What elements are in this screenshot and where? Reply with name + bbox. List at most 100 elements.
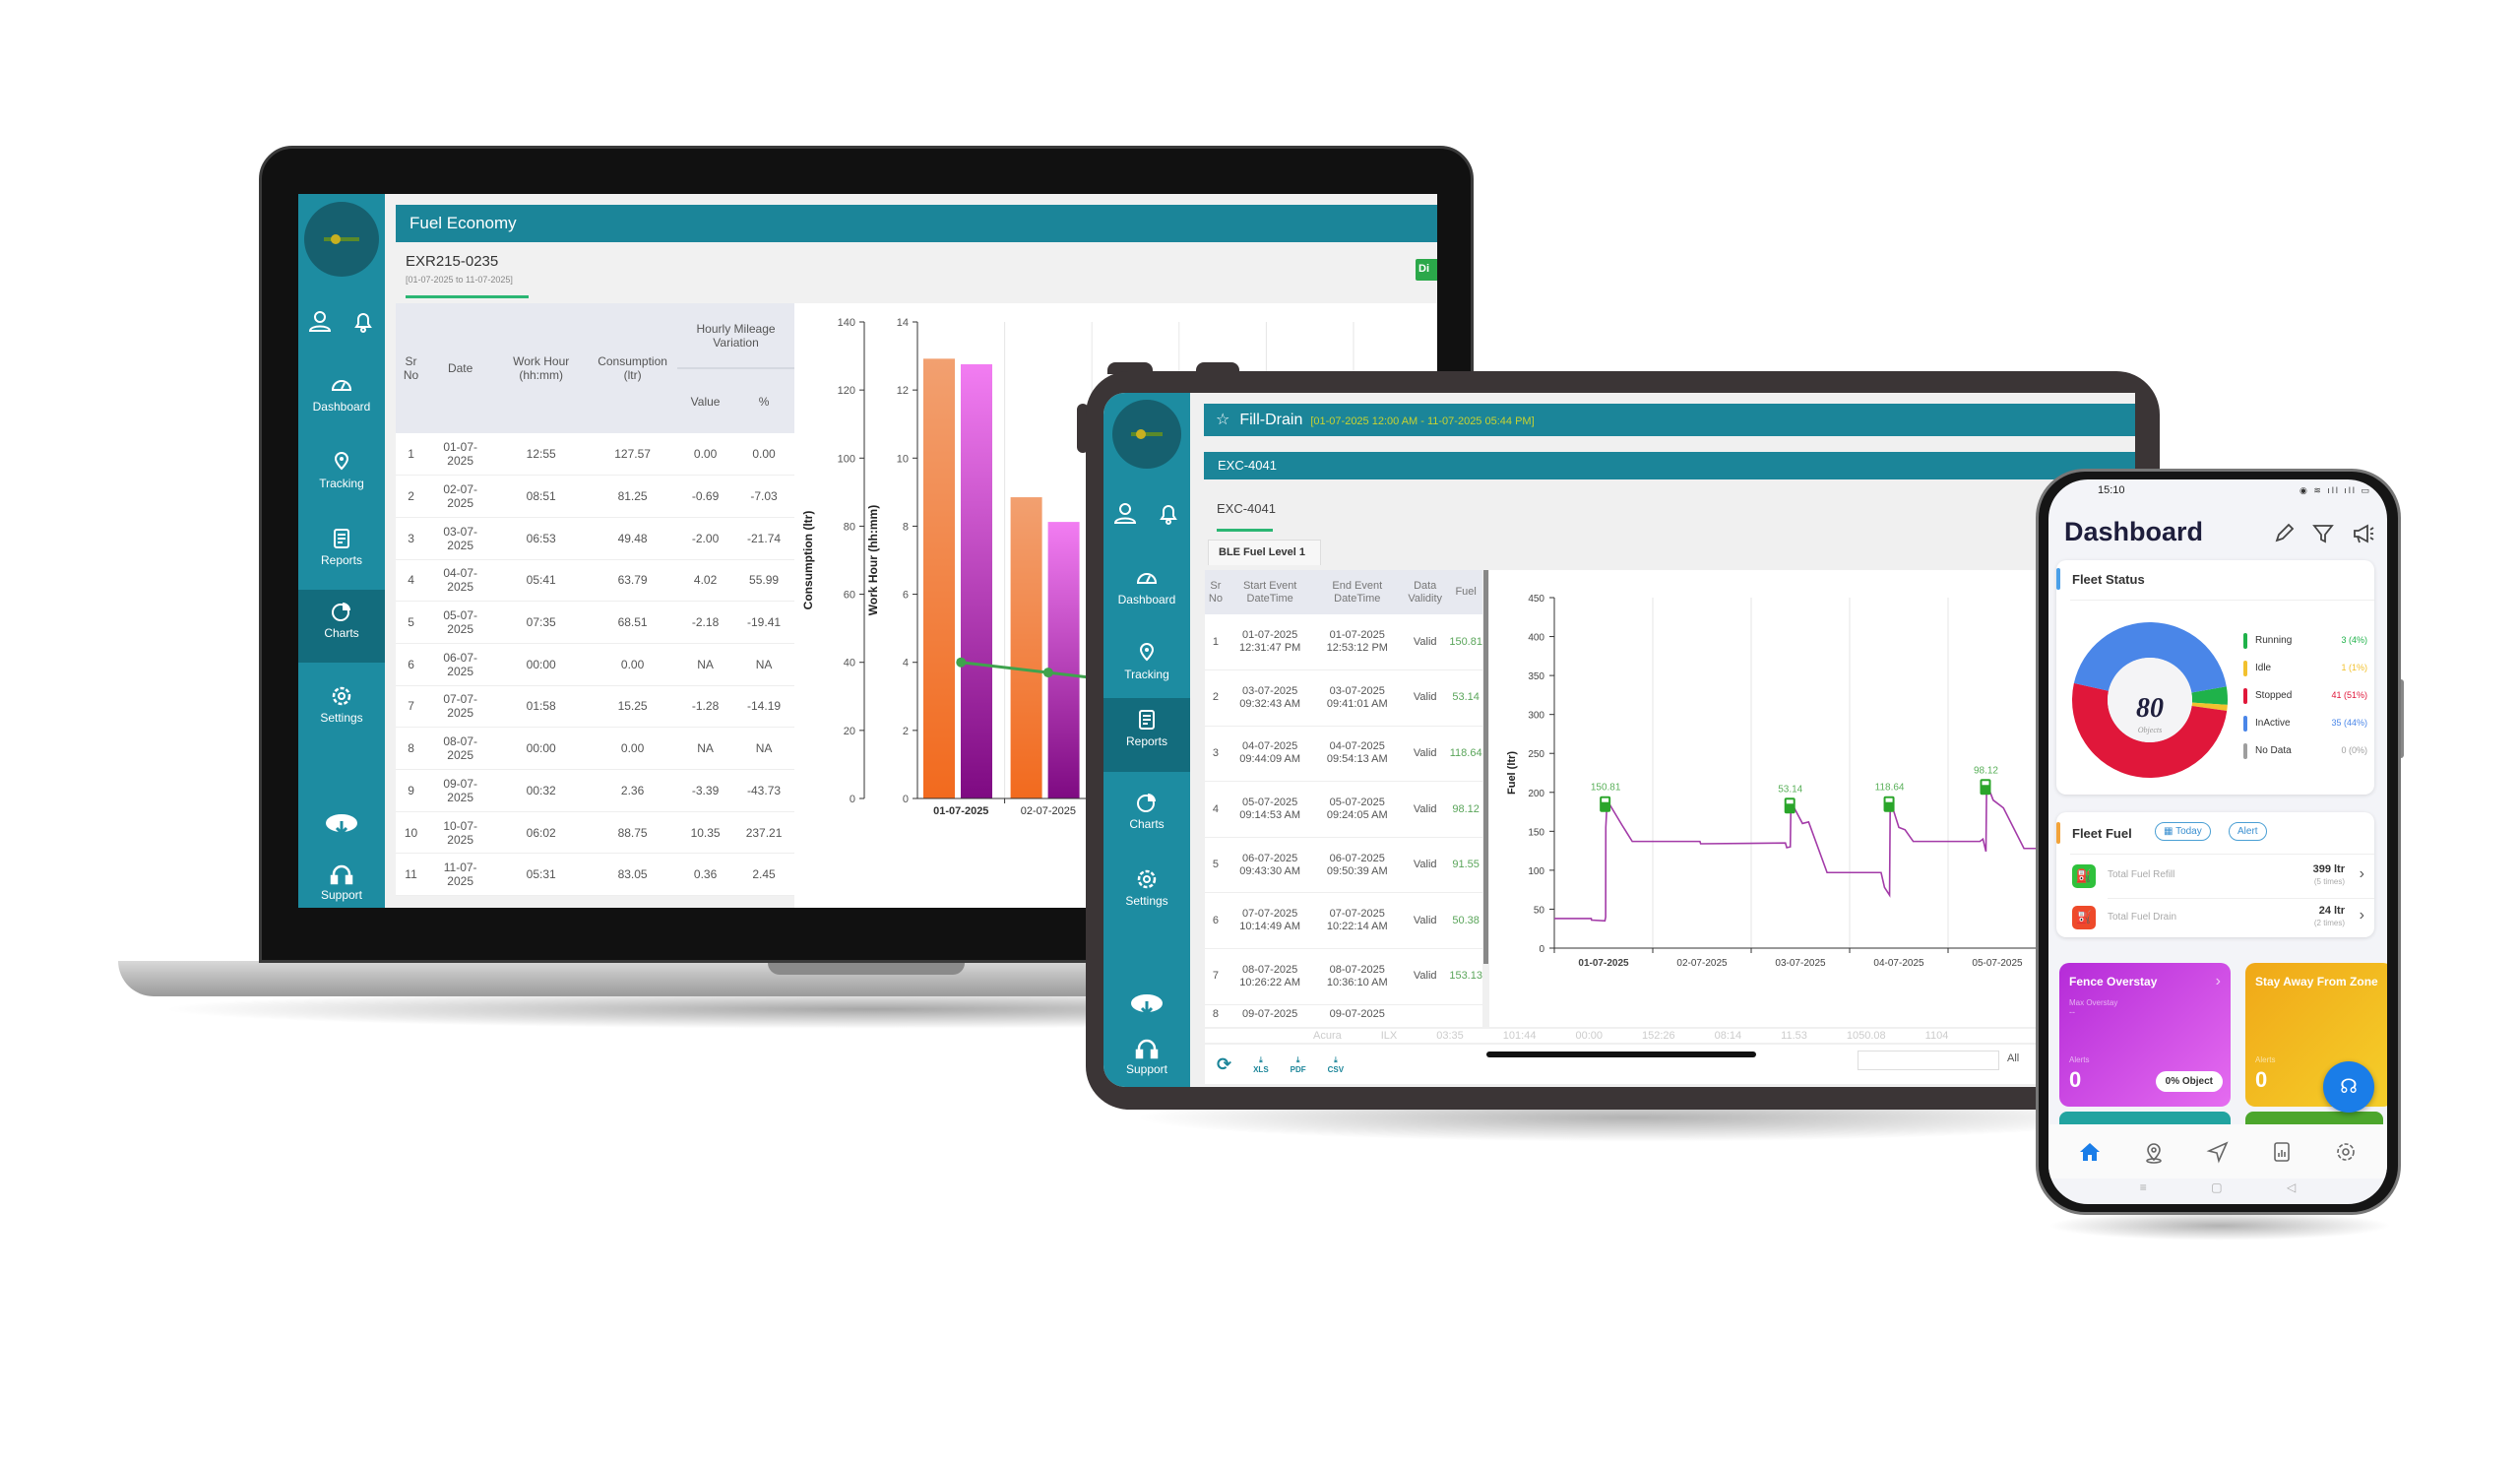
bar-work-hour[interactable] xyxy=(923,358,955,798)
table-row[interactable]: 7 08-07-2025 10:26:22 AM 08-07-2025 10:36:… xyxy=(1205,948,1482,1005)
filter-input[interactable] xyxy=(1858,1051,1999,1070)
table-row[interactable]: 6 07-07-2025 10:14:49 AM 07-07-2025 10:22:… xyxy=(1205,892,1482,950)
favorite-star-icon[interactable]: ☆ xyxy=(1216,412,1230,428)
sidebar-item-charts[interactable]: Charts xyxy=(1103,791,1190,831)
back-icon[interactable]: ◁ xyxy=(2287,1180,2297,1194)
report-chart-icon[interactable] xyxy=(2270,1140,2294,1164)
legend-item[interactable]: Idle 1 (1%) xyxy=(2243,661,2367,680)
table-row[interactable]: 3 03-07-2025 06:53 49.48 -2.00 -21.74 xyxy=(396,517,794,560)
alert-button[interactable]: Alert xyxy=(2229,822,2267,841)
settings-gear-icon[interactable] xyxy=(2334,1140,2358,1164)
notification-bell-icon[interactable] xyxy=(1157,501,1180,530)
table-row[interactable]: 3 04-07-2025 09:44:09 AM 04-07-2025 09:54:… xyxy=(1205,726,1482,783)
navigate-arrow-icon[interactable] xyxy=(2206,1140,2230,1164)
tab-ble-fuel-level[interactable]: BLE Fuel Level 1 xyxy=(1208,540,1321,565)
user-profile-icon[interactable] xyxy=(308,309,332,338)
home-square-icon[interactable]: ▢ xyxy=(2211,1180,2223,1194)
fuel-fill-marker[interactable] xyxy=(1883,796,1895,812)
filter-select[interactable]: All xyxy=(2007,1052,2020,1064)
today-button[interactable]: ▦ Today xyxy=(2155,822,2211,841)
export-csv-button[interactable]: ⤓ CSV xyxy=(1327,1054,1345,1074)
table-row[interactable]: 6 06-07-2025 00:00 0.00 NA NA xyxy=(396,643,794,686)
sidebar-item-settings[interactable]: Settings xyxy=(298,684,385,725)
col-header[interactable]: End Event DateTime xyxy=(1313,570,1402,614)
sidebar-item-reports[interactable]: Reports xyxy=(1103,698,1190,772)
export-pdf-button[interactable]: ⤓ PDF xyxy=(1290,1054,1306,1074)
sidebar-item-support[interactable]: Support xyxy=(298,863,385,902)
cloud-download-button[interactable] xyxy=(1103,989,1190,1020)
table-row[interactable]: 9 09-07-2025 00:32 2.36 -3.39 -43.73 xyxy=(396,769,794,812)
legend-item[interactable]: InActive 35 (44%) xyxy=(2243,716,2367,735)
donut-slice-idle[interactable] xyxy=(2191,702,2228,711)
bar-consumption[interactable] xyxy=(961,363,992,798)
support-fab-button[interactable]: ☊ xyxy=(2323,1061,2374,1113)
table-row[interactable]: 7 07-07-2025 01:58 15.25 -1.28 -14.19 xyxy=(396,685,794,729)
menu-icon[interactable]: ≡ xyxy=(2139,1180,2147,1194)
vehicle-tab[interactable]: EXC-4041 xyxy=(1217,501,1276,516)
col-header[interactable]: Fuel xyxy=(1449,570,1482,614)
table-scrollbar[interactable] xyxy=(1483,570,1488,964)
line-point[interactable] xyxy=(956,657,967,668)
col-header-percent[interactable]: % xyxy=(733,368,794,433)
sidebar-item-tracking[interactable]: Tracking xyxy=(1103,641,1190,681)
sidebar-item-dashboard[interactable]: Dashboard xyxy=(1103,566,1190,606)
cloud-download-button[interactable] xyxy=(298,809,385,840)
sidebar-item-reports[interactable]: Reports xyxy=(298,527,385,567)
legend-item[interactable]: Running 3 (4%) xyxy=(2243,633,2367,653)
sidebar-item-settings[interactable]: Settings xyxy=(1103,867,1190,908)
donut-slice-stopped[interactable] xyxy=(2072,682,2228,779)
table-row[interactable]: 5 05-07-2025 07:35 68.51 -2.18 -19.41 xyxy=(396,601,794,644)
table-row[interactable]: 2 02-07-2025 08:51 81.25 -0.69 -7.03 xyxy=(396,475,794,518)
table-row[interactable]: 8 09-07-2025 09-07-2025 xyxy=(1205,1004,1482,1027)
location-pin-icon[interactable] xyxy=(2142,1140,2166,1164)
bar-work-hour[interactable] xyxy=(1010,497,1042,798)
table-row[interactable]: 8 08-07-2025 00:00 0.00 NA NA xyxy=(396,727,794,770)
col-header-date[interactable]: Date xyxy=(426,303,495,433)
table-row[interactable]: 1 01-07-2025 12:55 127.57 0.00 0.00 xyxy=(396,433,794,477)
user-profile-icon[interactable] xyxy=(1113,501,1137,530)
y-tick-label: 10 xyxy=(897,453,909,465)
col-header-sr-no[interactable]: Sr No xyxy=(396,303,427,433)
cell-consumption: 15.25 xyxy=(588,685,678,729)
export-xls-button[interactable]: ⤓ XLS xyxy=(1253,1054,1269,1074)
company-logo[interactable] xyxy=(304,202,379,277)
table-row[interactable]: 5 06-07-2025 09:43:30 AM 06-07-2025 09:50:… xyxy=(1205,837,1482,894)
table-row[interactable]: 1 01-07-2025 12:31:47 PM 01-07-2025 12:53:… xyxy=(1205,614,1482,671)
legend-item[interactable]: No Data 0 (0%) xyxy=(2243,743,2367,763)
vehicle-tab[interactable]: EXR215-0235 xyxy=(406,253,499,270)
line-point[interactable] xyxy=(1042,668,1053,678)
fuel-fill-marker[interactable] xyxy=(1600,796,1611,812)
fuel-refill-row[interactable]: ⛽ Total Fuel Refill 399 ltr (5 times) › xyxy=(2056,856,2374,895)
refresh-icon[interactable]: ⟳ xyxy=(1217,1053,1232,1074)
fuel-fill-marker[interactable] xyxy=(1784,797,1796,814)
fuel-drain-row[interactable]: ⛽ Total Fuel Drain 24 ltr (2 times) › xyxy=(2056,899,2374,938)
sidebar-item-tracking[interactable]: Tracking xyxy=(298,450,385,490)
filter-icon[interactable] xyxy=(2312,523,2334,544)
sidebar-item-charts[interactable]: Charts xyxy=(298,590,385,663)
col-header[interactable]: Start Event DateTime xyxy=(1226,570,1314,614)
col-header-work-hour[interactable]: Work Hour (hh:mm) xyxy=(494,303,589,433)
edit-pencil-icon[interactable] xyxy=(2273,523,2295,544)
home-icon[interactable] xyxy=(2078,1140,2102,1164)
company-logo[interactable] xyxy=(1112,400,1181,469)
donut-slice-inactive[interactable] xyxy=(2073,621,2227,693)
table-row[interactable]: 4 05-07-2025 09:14:53 AM 05-07-2025 09:24:… xyxy=(1205,781,1482,838)
legend-item[interactable]: Stopped 41 (51%) xyxy=(2243,688,2367,708)
col-header-consumption[interactable]: Consumption (ltr) xyxy=(588,303,678,433)
fuel-fill-marker[interactable] xyxy=(1980,779,1991,796)
notification-bell-icon[interactable] xyxy=(351,309,375,338)
sidebar-item-support[interactable]: Support xyxy=(1103,1038,1190,1076)
bar-consumption[interactable] xyxy=(1047,522,1080,798)
col-header[interactable]: Data Validity xyxy=(1401,570,1450,614)
table-row[interactable]: 11 11-07-2025 05:31 83.05 0.36 2.45 xyxy=(396,853,794,897)
col-header[interactable]: Sr No xyxy=(1205,570,1227,614)
table-row[interactable]: 10 10-07-2025 06:02 88.75 10.35 237.21 xyxy=(396,811,794,855)
col-header-value[interactable]: Value xyxy=(677,368,734,433)
sidebar-item-dashboard[interactable]: Dashboard xyxy=(298,373,385,414)
table-row[interactable]: 4 04-07-2025 05:41 63.79 4.02 55.99 xyxy=(396,559,794,603)
fence-overstay-tile[interactable]: Fence Overstay › Max Overstay -- Alerts … xyxy=(2059,963,2231,1107)
table-row[interactable]: 2 03-07-2025 09:32:43 AM 03-07-2025 09:41:… xyxy=(1205,669,1482,727)
donut-slice-running[interactable] xyxy=(2191,686,2228,705)
horizontal-scrollbar[interactable] xyxy=(1486,1052,1756,1057)
megaphone-icon[interactable] xyxy=(2352,523,2375,544)
